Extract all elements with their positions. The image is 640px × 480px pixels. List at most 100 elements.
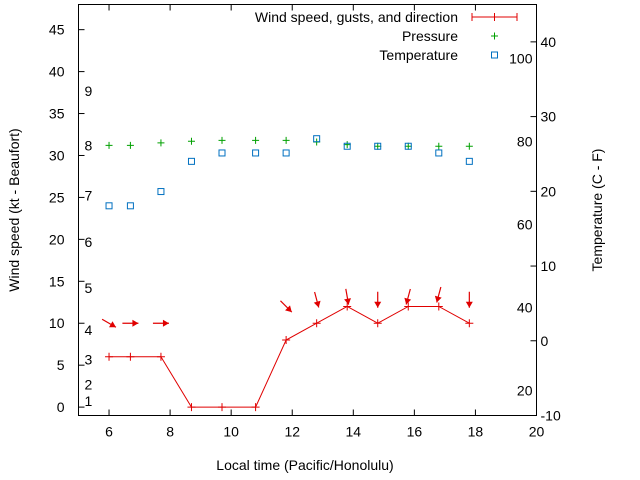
- wind-speed-point: [343, 302, 352, 311]
- temperature-series: [105, 135, 473, 210]
- y-left-tick-label: 0: [57, 399, 65, 415]
- pressure-point: [343, 141, 351, 149]
- wind-speed-point: [465, 319, 474, 328]
- y-right-celsius-tick-label: 30: [541, 109, 557, 125]
- legend-key-temperature: [491, 51, 498, 59]
- wind-direction-arrow-head: [465, 301, 473, 308]
- wind-direction-arrow-head: [109, 321, 116, 328]
- y-right-fahrenheit-tick-label: 60: [517, 217, 533, 233]
- pressure-point: [218, 136, 226, 144]
- wind-speed-point: [282, 336, 291, 345]
- beaufort-label: 2: [85, 376, 93, 392]
- y-right-fahrenheit-tick-label: 20: [517, 383, 533, 399]
- legend-label-temperature: Temperature: [379, 47, 458, 63]
- y-left-tick-label: 15: [49, 273, 65, 289]
- x-tick-label: 10: [223, 424, 239, 440]
- wind-direction-arrow: [101, 318, 117, 328]
- temperature-point: [313, 135, 321, 143]
- y-right-fahrenheit-tick-label: 100: [509, 50, 533, 66]
- y-axis-left-title: Wind speed (kt - Beaufort): [6, 128, 22, 291]
- wind-series: [105, 302, 474, 412]
- pressure-series: [105, 136, 473, 150]
- wind-speed-point: [156, 352, 165, 361]
- wind-speed-point: [373, 319, 382, 328]
- wind-direction-arrow: [465, 291, 473, 308]
- temperature-point: [126, 202, 134, 210]
- wind-direction-arrow: [404, 288, 412, 305]
- axis-ticks: [78, 4, 537, 416]
- beaufort-label: 3: [85, 351, 93, 367]
- pressure-point: [252, 136, 260, 144]
- wind-speed-point: [434, 302, 443, 311]
- wind-direction-arrow: [122, 319, 139, 327]
- temperature-point: [105, 202, 113, 210]
- y-right-celsius-tick-label: 20: [541, 183, 557, 199]
- x-tick-label: 14: [346, 424, 362, 440]
- y-left-tick-label: 40: [49, 64, 65, 80]
- y-right-celsius-tick-label: 10: [541, 258, 557, 274]
- temperature-point: [282, 149, 290, 157]
- legend-key-pressure: [491, 32, 498, 40]
- legend-label-pressure: Pressure: [402, 28, 458, 44]
- wind-speed-point: [105, 352, 114, 361]
- x-tick-label: 12: [284, 424, 300, 440]
- wind-direction-arrow-head: [434, 295, 442, 303]
- wind-direction-arrow: [434, 286, 442, 303]
- wind-speed-point: [404, 302, 413, 311]
- temperature-point: [252, 149, 260, 157]
- temperature-point: [187, 157, 195, 165]
- axis-tick-labels: 6 8 10 12 14 16 18 20051015202530354045-1001020…: [49, 22, 561, 440]
- y-left-tick-label: 5: [57, 357, 65, 373]
- pressure-point: [404, 142, 412, 150]
- wind-speed-point: [126, 352, 135, 361]
- beaufort-label: 9: [85, 83, 93, 99]
- wind-direction-arrow: [152, 319, 169, 327]
- y-left-tick-label: 10: [49, 315, 65, 331]
- x-axis-title: Local time (Pacific/Honolulu): [216, 457, 393, 473]
- wind-direction-arrow-head: [285, 305, 292, 313]
- y-right-celsius-tick-label: 40: [541, 34, 557, 50]
- x-tick-label: 6: [105, 424, 113, 440]
- temperature-point: [465, 157, 473, 165]
- wind-direction-arrow: [374, 291, 382, 308]
- wind-direction-arrow: [344, 288, 351, 305]
- temperature-point: [404, 142, 412, 150]
- x-tick-label: 20: [529, 424, 545, 440]
- wind-direction-arrow-head: [313, 300, 321, 308]
- wind-speed-point: [312, 319, 321, 328]
- pressure-point: [465, 142, 473, 150]
- y-left-tick-label: 45: [49, 22, 65, 38]
- wind-speed-point: [187, 403, 196, 412]
- beaufort-label: 8: [85, 137, 93, 153]
- temperature-point: [343, 142, 351, 150]
- temperature-point: [218, 149, 226, 157]
- wind-direction-arrow-head: [374, 301, 382, 308]
- wind-speed-point: [218, 403, 227, 412]
- y-left-tick-label: 35: [49, 106, 65, 122]
- x-tick-label: 8: [166, 424, 174, 440]
- y-right-celsius-tick-label: 0: [541, 333, 549, 349]
- pressure-point: [105, 141, 113, 149]
- beaufort-label: 4: [85, 322, 93, 338]
- legend-label-wind: Wind speed, gusts, and direction: [255, 9, 458, 25]
- y-axis-right-title: Temperature (C - F): [589, 149, 605, 272]
- pressure-point: [187, 137, 195, 145]
- pressure-point: [126, 141, 134, 149]
- temperature-point: [435, 149, 443, 157]
- pressure-point: [435, 142, 443, 150]
- y-left-tick-label: 20: [49, 231, 65, 247]
- legend-key-wind-marks: [471, 13, 518, 21]
- wind-speed-point: [251, 403, 260, 412]
- legend: Wind speed, gusts, and direction Pressur…: [255, 9, 518, 63]
- pressure-point: [374, 142, 382, 150]
- beaufort-label: 6: [85, 234, 93, 250]
- wind-direction-arrow: [313, 291, 321, 308]
- beaufort-label: 1: [85, 393, 93, 409]
- wind-direction-arrow-head: [132, 319, 139, 327]
- temperature-point: [374, 142, 382, 150]
- temperature-point: [157, 188, 165, 196]
- wind-direction-arrow-head: [404, 297, 412, 305]
- y-left-tick-label: 30: [49, 147, 65, 163]
- y-right-celsius-tick-label: -10: [541, 408, 561, 424]
